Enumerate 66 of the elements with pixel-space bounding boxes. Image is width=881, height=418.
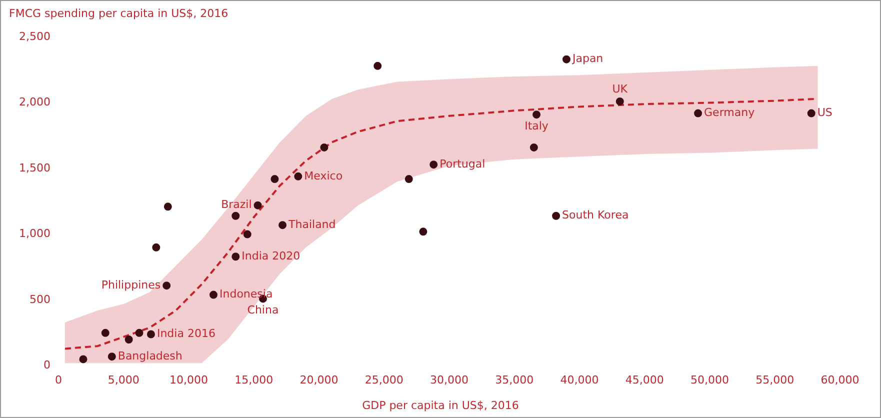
point bbox=[254, 201, 262, 210]
point bbox=[320, 143, 328, 152]
point bbox=[404, 175, 413, 184]
annotation: Thailand bbox=[288, 218, 336, 231]
point bbox=[232, 252, 240, 261]
point bbox=[135, 328, 144, 337]
annotation: US bbox=[817, 106, 832, 120]
x-tick-label: 0 bbox=[54, 373, 62, 386]
point bbox=[530, 143, 538, 152]
x-tick-label: 40,000 bbox=[560, 373, 599, 386]
annotation: China bbox=[247, 304, 279, 317]
point bbox=[124, 335, 133, 344]
x-tick-label: 20,000 bbox=[300, 373, 338, 386]
point bbox=[108, 352, 116, 361]
x-tick-label: 30,000 bbox=[430, 373, 468, 386]
point bbox=[101, 328, 110, 337]
point bbox=[162, 282, 171, 290]
x-tick-label: 25,000 bbox=[364, 373, 404, 386]
point bbox=[562, 55, 570, 64]
point bbox=[552, 212, 560, 220]
point bbox=[430, 160, 438, 169]
point bbox=[278, 221, 287, 230]
x-tick-label: 15,000 bbox=[234, 373, 274, 386]
x-tick-label: 60,000 bbox=[820, 373, 860, 386]
point bbox=[532, 110, 541, 119]
point bbox=[270, 175, 279, 184]
x-tick-label: 55,000 bbox=[756, 373, 794, 386]
point bbox=[243, 230, 252, 238]
annotation: Indonesia bbox=[219, 288, 273, 301]
x-tick-label: 5,000 bbox=[108, 373, 140, 386]
annotation: India 2016 bbox=[156, 327, 216, 340]
y-axis-title: FMCG spending per capita in US$, 2016 bbox=[9, 7, 228, 20]
point bbox=[79, 355, 88, 364]
annotation: Portugal bbox=[440, 157, 486, 170]
y-tick-label: 500 bbox=[29, 292, 50, 306]
annotation: Germany bbox=[704, 106, 756, 120]
y-tick-label: 1,000 bbox=[18, 227, 50, 240]
x-axis-title: GDP per capita in US$, 2016 bbox=[361, 399, 520, 412]
annotation: Philippines bbox=[101, 278, 161, 292]
point bbox=[616, 97, 624, 106]
annotation: Mexico bbox=[304, 169, 343, 182]
annotation: Italy bbox=[524, 119, 549, 132]
annotation: Bangladesh bbox=[118, 349, 182, 362]
annotation: Brazil bbox=[221, 198, 252, 212]
point bbox=[232, 212, 240, 220]
point bbox=[294, 172, 302, 180]
point bbox=[374, 62, 382, 70]
y-tick-label: 0 bbox=[43, 358, 50, 372]
x-tick-label: 45,000 bbox=[625, 373, 664, 386]
y-tick-label: 1,500 bbox=[18, 161, 50, 174]
point bbox=[152, 243, 160, 252]
annotation: UK bbox=[612, 82, 628, 96]
point bbox=[164, 202, 172, 211]
point bbox=[807, 109, 816, 118]
point bbox=[146, 330, 155, 338]
y-tick-label: 2,500 bbox=[18, 30, 50, 43]
point bbox=[419, 228, 428, 236]
x-tick-label: 10,000 bbox=[169, 373, 208, 386]
point bbox=[694, 109, 702, 118]
point bbox=[209, 290, 218, 299]
y-tick-label: 2,000 bbox=[18, 96, 50, 109]
annotation: India 2020 bbox=[242, 250, 300, 262]
x-tick-label: 50,000 bbox=[690, 373, 729, 386]
x-tick-label: 35,000 bbox=[495, 373, 534, 386]
annotation: South Korea bbox=[562, 208, 629, 222]
annotation: Japan bbox=[571, 52, 604, 66]
